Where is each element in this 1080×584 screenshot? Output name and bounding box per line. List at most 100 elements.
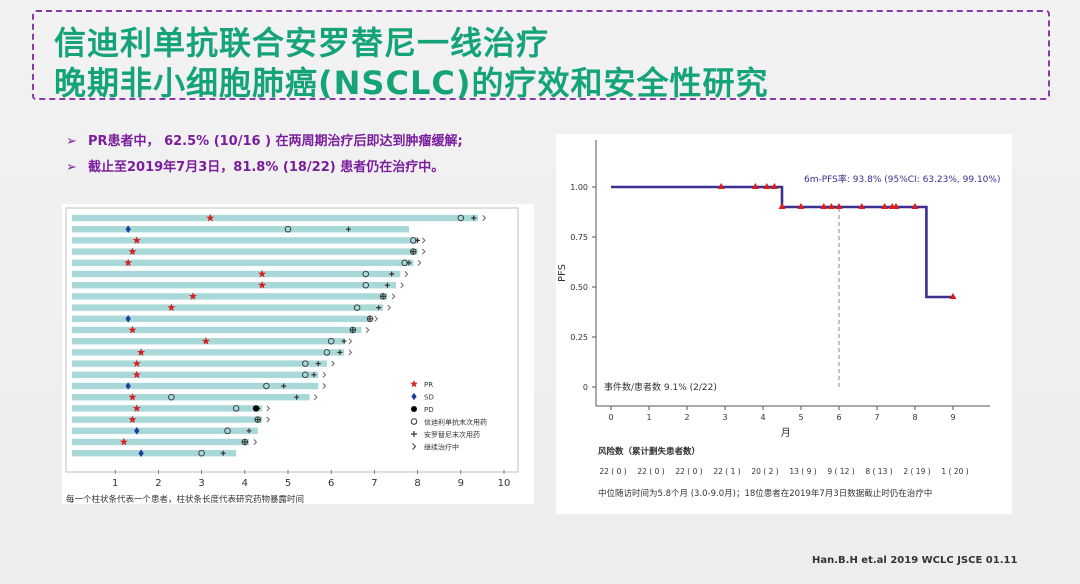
patient-bar (72, 304, 384, 311)
patient-bar (72, 416, 263, 423)
risk-table-cell: 22 ( 0 ) (637, 467, 664, 476)
legend-label: 继续治疗中 (424, 443, 459, 452)
pr-response-marker (206, 213, 215, 222)
patient-bar (72, 259, 414, 266)
ongoing-treatment-marker (391, 293, 396, 300)
censor-marker (911, 203, 919, 209)
risk-table-cell: 2 ( 19 ) (903, 467, 930, 476)
pr-response-marker (119, 437, 128, 446)
legend-label: PD (424, 406, 434, 414)
patient-bar (72, 248, 418, 255)
legend-plus-icon (411, 431, 417, 437)
km-x-tick-label: 5 (798, 413, 803, 422)
risk-table-title: 风险数（累计删失患者数） (598, 446, 700, 457)
swimmer-plot-frame (65, 207, 519, 473)
ongoing-treatment-marker (266, 416, 271, 423)
swimmer-plot-panel: 1 2 3 4 5 6 7 8 9 10 PR SD PD 信迪利单抗末次用药 安罗替尼末次用药 继续治疗中每… (62, 204, 534, 505)
patient-bar (72, 326, 362, 334)
risk-table-cell: 9 ( 12 ) (827, 467, 854, 476)
ongoing-treatment-marker (482, 215, 487, 221)
patient-bar (72, 371, 319, 378)
pr-response-marker (124, 258, 133, 267)
ongoing-treatment-marker (266, 405, 271, 412)
patient-bar (72, 450, 237, 457)
risk-table-cell: 22 ( 0 ) (675, 467, 702, 476)
legend-pr-icon (410, 380, 418, 388)
sd-response-marker (125, 382, 131, 390)
km-plot: 0 0.25 0.50 0.75 1.00 0 1 2 3 4 5 6 7 8 9 PFS 月 6m-PFS率: … (557, 140, 1000, 499)
patient-bar (72, 360, 327, 367)
legend-label: PR (424, 381, 433, 389)
legend-pd-icon (411, 406, 417, 412)
swimmer-x-tick-label: 10 (498, 478, 511, 489)
censor-marker (892, 203, 900, 209)
patient-bar (72, 293, 388, 300)
anlotinib-last-dose-marker (246, 428, 252, 434)
anlotinib-last-dose-marker (337, 349, 343, 355)
patient-bar (72, 237, 418, 244)
km-x-tick-label: 2 (684, 413, 689, 422)
sintilimab-last-dose-marker (353, 304, 361, 311)
ongoing-treatment-marker (421, 248, 426, 255)
pr-response-marker (128, 393, 137, 401)
anlotinib-last-dose-marker (406, 260, 412, 266)
km-x-tick-label: 6 (836, 413, 841, 422)
patient-bar (72, 438, 250, 446)
sintilimab-last-dose-marker (323, 349, 331, 356)
bullet-item: ➢ 截止至2019年7月3日，81.8% (18/22) 患者仍在治疗中。 (66, 158, 463, 184)
bullet-text: PR患者中， 62.5% (10/16 ) 在两周期治疗后即达到肿瘤缓解; (88, 134, 463, 149)
patient-bar (72, 405, 263, 412)
km-x-axis-label: 月 (781, 427, 791, 439)
anlotinib-last-dose-marker (341, 338, 347, 344)
patient-bar (72, 214, 479, 222)
sintilimab-last-dose-marker (362, 281, 370, 289)
ongoing-treatment-marker (421, 237, 426, 244)
sintilimab-last-dose-marker (302, 371, 309, 379)
censor-marker (751, 183, 759, 189)
pr-response-marker (167, 303, 176, 311)
pr-response-marker (128, 325, 137, 334)
anlotinib-last-dose-marker (220, 450, 226, 456)
slide-title-line-1: 信迪利单抗联合安罗替尼一线治疗 (54, 24, 550, 62)
anlotinib-last-dose-marker (415, 237, 421, 243)
sd-response-marker (138, 449, 144, 457)
ongoing-treatment-marker (348, 338, 353, 345)
swimmer-x-tick-label: 9 (458, 478, 464, 489)
citation: Han.B.H et.al 2019 WCLC JSCE 01.11 (812, 555, 1018, 566)
pr-response-marker (128, 247, 137, 255)
km-x-tick-label: 8 (912, 413, 917, 422)
pr-response-marker (258, 269, 267, 278)
sintilimab-last-dose-marker (241, 438, 249, 446)
ongoing-treatment-marker (322, 371, 327, 378)
pr-response-marker (258, 281, 267, 289)
pr-response-marker (132, 404, 141, 412)
km-x-tick-label: 3 (722, 413, 727, 422)
anlotinib-last-dose-marker (380, 293, 386, 299)
bullet-item: ➢ PR患者中， 62.5% (10/16 ) 在两周期治疗后即达到肿瘤缓解; (66, 132, 463, 158)
sintilimab-last-dose-marker (410, 248, 417, 255)
slide-title-line-2: 晚期非小细胞肺癌(NSCLC)的疗效和安全性研究 (54, 64, 769, 102)
pr-response-marker (132, 370, 141, 379)
km-x-tick-label: 7 (874, 413, 879, 422)
swimmer-x-tick-label: 8 (414, 478, 420, 489)
legend-label: 安罗替尼末次用药 (424, 430, 480, 439)
bullet-arrow-icon: ➢ (66, 160, 77, 175)
anlotinib-last-dose-marker (242, 439, 248, 445)
km-y-tick-label: 0 (583, 383, 588, 392)
anlotinib-last-dose-marker (315, 361, 321, 367)
sintilimab-last-dose-marker (362, 270, 370, 278)
ongoing-treatment-marker (331, 360, 335, 367)
sintilimab-last-dose-marker (263, 382, 270, 390)
ongoing-treatment-marker (365, 327, 370, 333)
km-y-tick-label: 1.00 (570, 183, 588, 192)
censor-marker (797, 203, 805, 209)
anlotinib-last-dose-marker (367, 316, 373, 322)
legend-label: 信迪利单抗末次用药 (424, 418, 487, 427)
sintilimab-last-dose-marker (366, 315, 374, 323)
sintilimab-last-dose-marker (232, 405, 240, 412)
patient-bar (72, 315, 371, 322)
sintilimab-last-dose-marker (254, 416, 262, 423)
risk-table-cell: 1 ( 20 ) (941, 467, 968, 476)
risk-table-cell: 13 ( 9 ) (789, 467, 816, 476)
km-y-axis-label: PFS (557, 264, 568, 282)
